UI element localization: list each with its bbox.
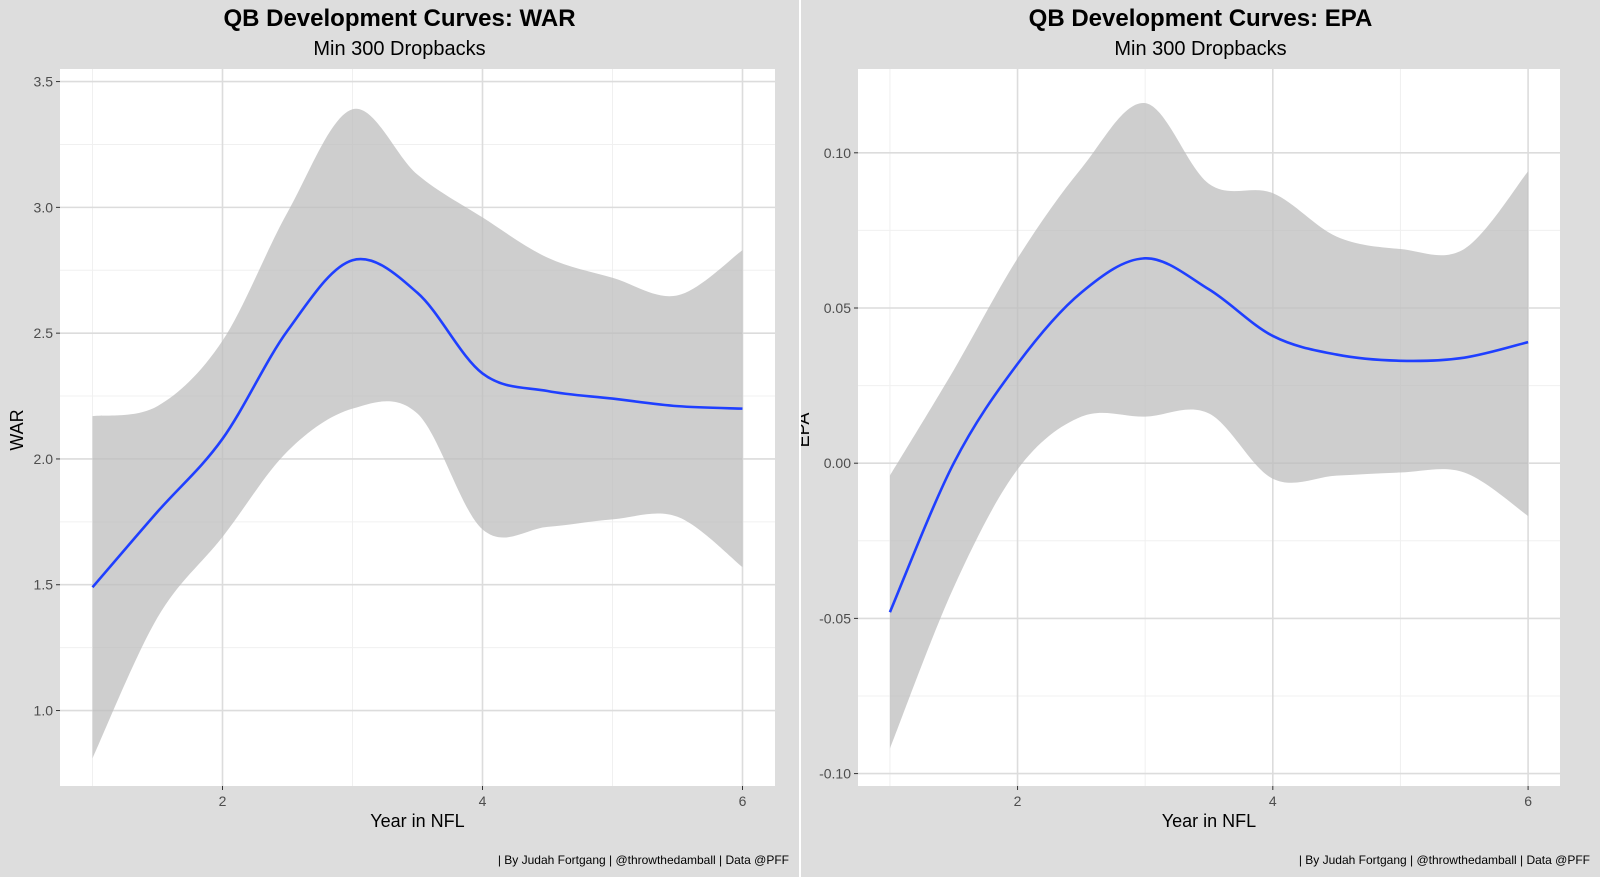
y-axis-title: EPA [801, 413, 813, 448]
chart-subtitle: Min 300 Dropbacks [1114, 38, 1287, 60]
x-axis-title: Year in NFL [1162, 811, 1256, 831]
y-tick-label: 3.0 [34, 199, 54, 215]
y-tick-label: 0.00 [824, 455, 851, 471]
confidence-band [92, 108, 743, 759]
chart-title: QB Development Curves: EPA [1028, 5, 1373, 32]
y-tick-label: 0.05 [824, 300, 851, 316]
y-tick-label: 1.5 [34, 577, 54, 593]
credit-caption: | By Judah Fortgang | @throwthedamball |… [1298, 853, 1590, 867]
x-axis-title: Year in NFL [370, 811, 464, 831]
y-tick-label: 2.5 [34, 325, 54, 341]
war-chart-panel: QB Development Curves: WAR Min 300 Dropb… [0, 0, 799, 877]
y-tick-label: 0.10 [824, 145, 851, 161]
credit-caption: | By Judah Fortgang | @throwthedamball |… [497, 853, 789, 867]
trend-line [888, 257, 1529, 613]
y-tick-label: 3.5 [34, 74, 54, 90]
y-axis-title: WAR [7, 409, 27, 450]
y-tick-label: -0.05 [819, 610, 851, 626]
x-tick-label: 4 [479, 793, 487, 809]
confidence-band [889, 103, 1529, 749]
epa-plot: -0.10 -0.05 0.00 0.05 0.10 2 4 6 Year in NFL EPA [801, 69, 1560, 831]
chart-title: QB Development Curves: WAR [223, 5, 576, 32]
y-tick-label: 1.0 [34, 703, 54, 719]
y-tick-label: 2.0 [34, 451, 54, 467]
epa-chart-panel: QB Development Curves: EPA Min 300 Dropb… [801, 0, 1600, 877]
trend-line [91, 257, 743, 589]
x-tick-label: 4 [1269, 793, 1277, 809]
x-tick-label: 6 [1524, 793, 1532, 809]
x-tick-label: 2 [219, 793, 227, 809]
x-tick-label: 6 [739, 793, 747, 809]
x-tick-label: 2 [1014, 793, 1022, 809]
panel-divider [799, 0, 801, 877]
war-plot: 1.0 1.5 2.0 2.5 3.0 3.5 2 4 6 Year in NFL WAR [7, 69, 775, 831]
y-tick-label: -0.10 [819, 766, 851, 782]
chart-subtitle: Min 300 Dropbacks [313, 38, 486, 60]
